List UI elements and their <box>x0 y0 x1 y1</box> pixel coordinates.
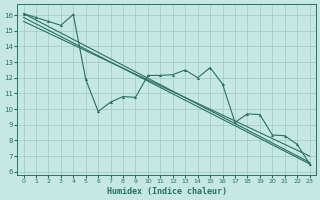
X-axis label: Humidex (Indice chaleur): Humidex (Indice chaleur) <box>107 187 227 196</box>
